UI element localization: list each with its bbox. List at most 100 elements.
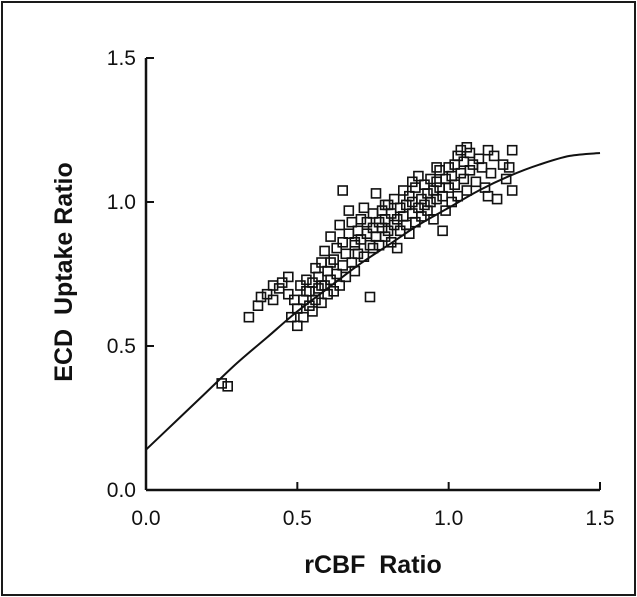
data-point	[343, 205, 355, 216]
data-point	[316, 257, 327, 268]
data-point	[431, 176, 442, 188]
data-point	[488, 150, 500, 162]
data-point	[343, 228, 355, 239]
data-point	[382, 225, 394, 237]
axis-ticks: 0.0 0.5 1.0 1.5 0.0 0.5 1.0 1.5	[107, 47, 615, 530]
data-point	[388, 193, 400, 205]
data-point	[328, 285, 340, 297]
data-point	[267, 280, 279, 291]
data-point	[316, 280, 327, 291]
data-point	[416, 193, 427, 205]
data-point	[322, 288, 333, 300]
data-point	[464, 147, 476, 159]
data-point	[216, 378, 227, 389]
x-tick-label: 1.5	[585, 507, 614, 530]
data-point	[307, 306, 318, 317]
data-point	[367, 208, 379, 219]
data-point	[482, 190, 494, 202]
data-point	[416, 211, 427, 222]
data-point	[382, 199, 394, 211]
data-point	[288, 294, 300, 306]
y-tick-label: 1.0	[107, 191, 136, 214]
data-point	[428, 185, 439, 196]
data-point	[325, 257, 336, 268]
data-point	[419, 199, 430, 211]
data-point	[291, 320, 303, 332]
data-point	[400, 199, 412, 211]
x-tick-label: 0.0	[131, 507, 160, 530]
data-point	[458, 156, 470, 167]
data-point	[285, 311, 297, 323]
x-tick-label: 0.5	[283, 507, 312, 530]
data-points	[216, 142, 518, 392]
data-point	[337, 260, 349, 271]
data-point	[331, 268, 343, 280]
data-point	[422, 205, 433, 216]
data-point	[400, 219, 412, 231]
data-point	[391, 242, 403, 254]
data-point	[301, 285, 312, 297]
data-point	[364, 239, 376, 251]
data-point	[461, 142, 473, 153]
data-point	[222, 380, 233, 392]
data-point	[503, 162, 515, 173]
data-point	[467, 159, 479, 170]
data-point	[403, 190, 415, 202]
data-point	[476, 162, 488, 173]
data-point	[413, 170, 424, 182]
data-point	[388, 219, 400, 231]
data-point	[443, 162, 455, 173]
data-point	[261, 288, 273, 300]
data-point	[413, 202, 424, 214]
data-point	[282, 271, 294, 283]
data-point	[440, 173, 451, 185]
data-point	[379, 199, 391, 211]
data-point	[434, 182, 445, 193]
data-point	[337, 237, 349, 248]
data-point	[319, 245, 330, 257]
data-point	[298, 311, 309, 323]
data-point	[313, 271, 324, 283]
data-point	[473, 153, 485, 165]
data-point	[364, 291, 376, 303]
data-point	[243, 311, 255, 323]
data-point	[464, 165, 476, 176]
data-point	[325, 231, 336, 242]
data-point	[440, 205, 451, 216]
data-point	[446, 170, 458, 182]
data-point	[391, 214, 403, 225]
data-point	[370, 231, 382, 242]
data-point	[358, 202, 370, 214]
data-point	[325, 274, 336, 286]
y-tick-label: 1.5	[107, 47, 136, 70]
data-point	[379, 214, 391, 225]
data-point	[425, 173, 436, 185]
data-point	[485, 167, 497, 179]
data-point	[346, 216, 358, 228]
data-point	[373, 239, 385, 251]
data-point	[352, 248, 364, 260]
data-point	[497, 159, 509, 170]
data-point	[255, 291, 267, 303]
data-point	[470, 176, 482, 188]
data-point	[301, 274, 312, 286]
data-point	[310, 262, 321, 274]
data-point	[322, 265, 333, 277]
data-point	[455, 144, 467, 156]
data-point	[349, 239, 361, 251]
data-point	[316, 297, 327, 309]
data-point	[452, 150, 464, 162]
data-point	[370, 188, 382, 199]
data-point	[385, 237, 397, 248]
data-point	[334, 219, 346, 231]
data-point	[334, 280, 346, 291]
y-tick-label: 0.5	[107, 335, 136, 358]
y-tick-label: 0.0	[107, 479, 136, 502]
data-point	[449, 179, 461, 190]
data-point	[361, 228, 373, 239]
data-point	[482, 144, 494, 156]
data-point	[452, 190, 464, 202]
data-point	[379, 231, 391, 242]
data-point	[307, 277, 318, 288]
